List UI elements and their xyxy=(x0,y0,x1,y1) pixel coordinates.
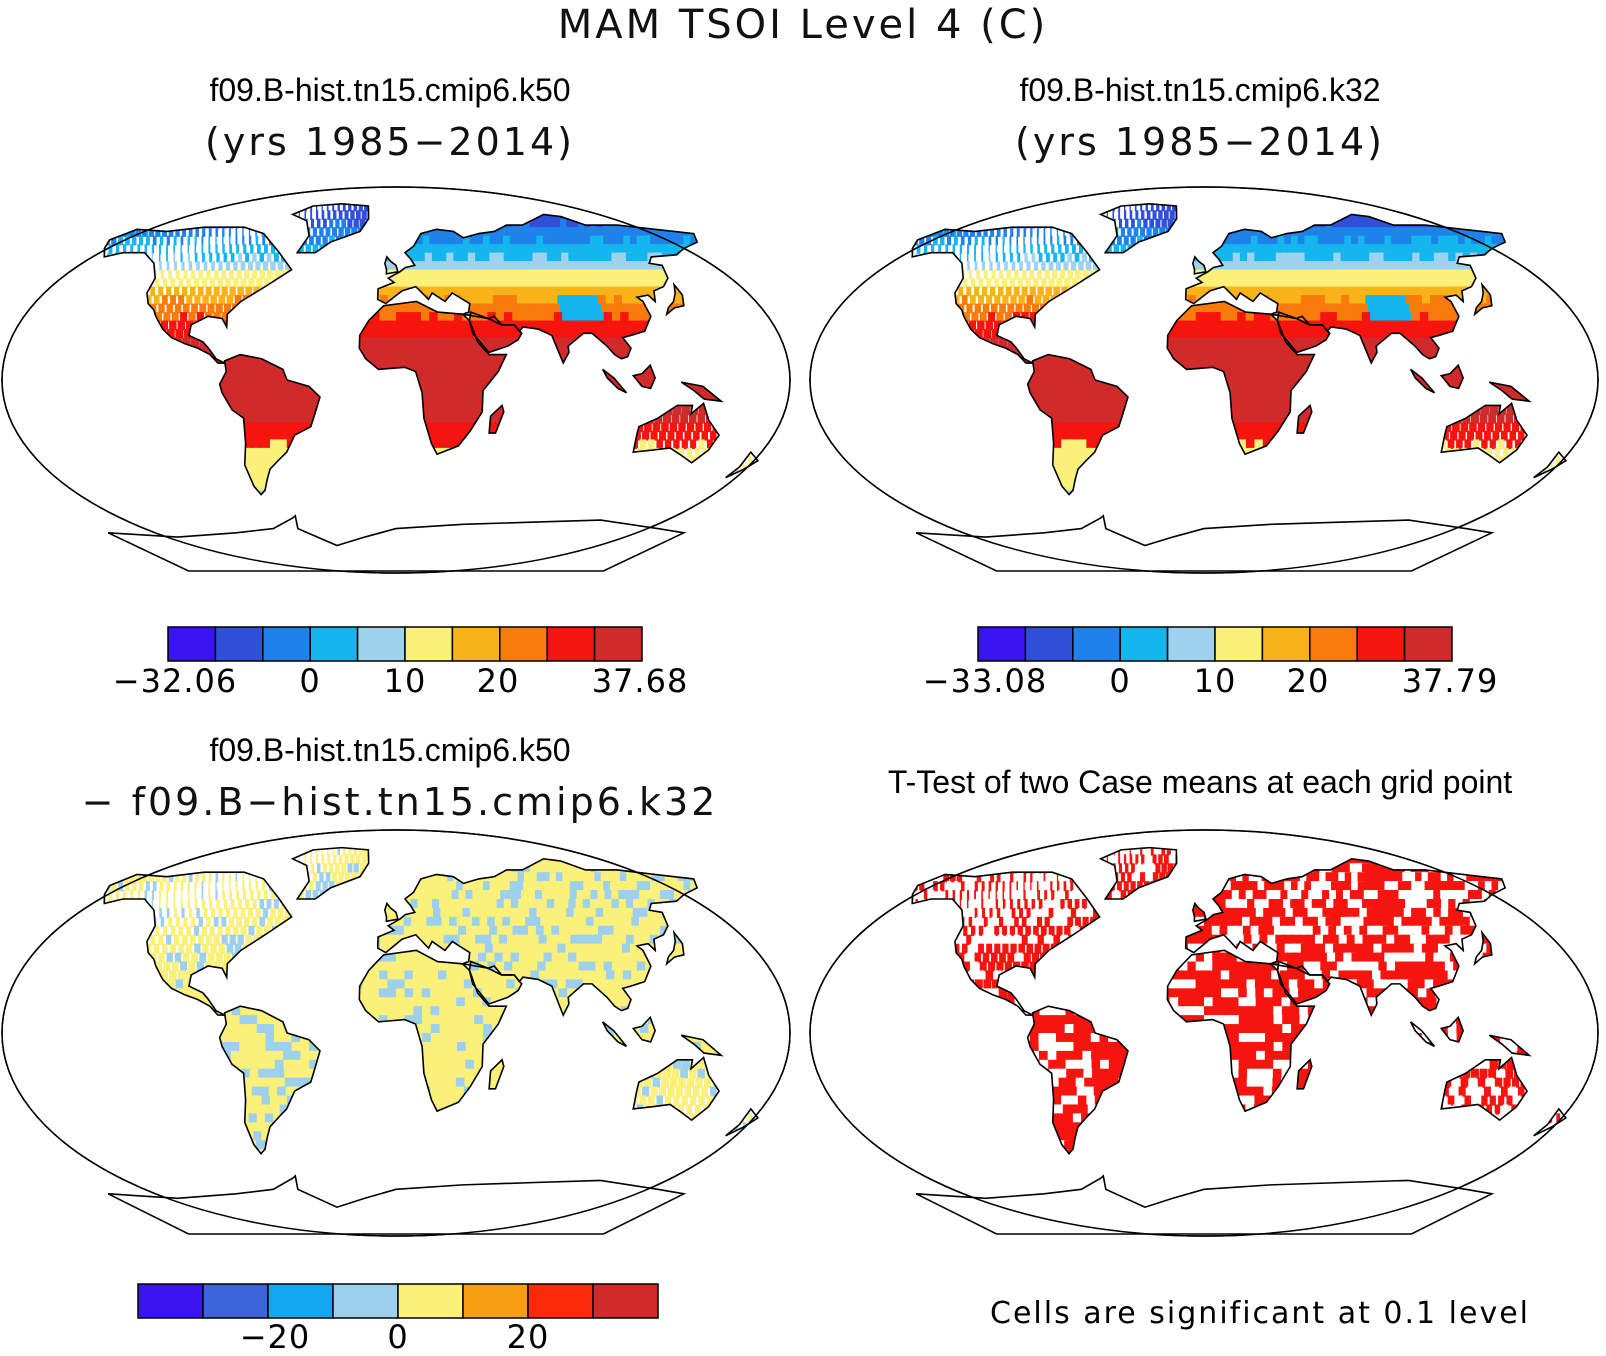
colorbar-swatch xyxy=(138,1284,203,1318)
cb3-label-neg20: −20 xyxy=(215,1318,335,1356)
colorbar-swatch xyxy=(978,627,1025,661)
colorbar-swatch xyxy=(1025,627,1072,661)
colorbar-swatch xyxy=(310,627,357,661)
colorbar-swatch xyxy=(547,627,594,661)
colorbar-swatch xyxy=(595,627,642,661)
colorbar-swatch xyxy=(1262,627,1309,661)
colorbar-swatch xyxy=(1168,627,1215,661)
colorbar-swatch xyxy=(405,627,452,661)
colorbar-swatch xyxy=(1310,627,1357,661)
cb2-label-20: 20 xyxy=(1268,662,1348,700)
panel3-title: f09.B-hist.tn15.cmip6.k50 xyxy=(90,732,690,769)
colorbar-swatch xyxy=(1120,627,1167,661)
cb2-label-0: 0 xyxy=(1080,662,1160,700)
cb3-label-0: 0 xyxy=(358,1318,438,1356)
panel2-title: f09.B-hist.tn15.cmip6.k32 xyxy=(900,72,1500,109)
panel1-title: f09.B-hist.tn15.cmip6.k50 xyxy=(90,72,690,109)
map-panel-1 xyxy=(0,185,792,575)
colorbar-swatch xyxy=(203,1284,268,1318)
colorbar-swatch xyxy=(463,1284,528,1318)
colorbar-swatch xyxy=(1357,627,1404,661)
colorbar-swatch xyxy=(452,627,499,661)
colorbar-swatch xyxy=(358,627,405,661)
map-panel-4 xyxy=(808,828,1600,1238)
colorbar-swatch xyxy=(1405,627,1452,661)
figure-title: MAM TSOI Level 4 (C) xyxy=(0,2,1606,48)
panel2-subtitle: (yrs 1985−2014) xyxy=(900,120,1500,164)
panel1-subtitle: (yrs 1985−2014) xyxy=(90,120,690,164)
cb2-label-max: 37.79 xyxy=(1375,662,1525,700)
colorbar-panel-3 xyxy=(138,1284,658,1318)
cb2-label-min: −33.08 xyxy=(905,662,1065,700)
colorbar-swatch xyxy=(500,627,547,661)
colorbar-swatch xyxy=(215,627,262,661)
cb2-label-10: 10 xyxy=(1175,662,1255,700)
colorbar-panel-1 xyxy=(168,627,642,661)
significance-note: Cells are significant at 0.1 level xyxy=(990,1296,1590,1331)
cb1-label-20: 20 xyxy=(458,662,538,700)
colorbar-panel-2 xyxy=(978,627,1452,661)
colorbar-swatch xyxy=(1215,627,1262,661)
panel3-subtitle: − f09.B−hist.tn15.cmip6.k32 xyxy=(60,780,740,824)
colorbar-swatch xyxy=(263,627,310,661)
colorbar-swatch xyxy=(398,1284,463,1318)
cb1-label-min: −32.06 xyxy=(95,662,255,700)
colorbar-swatch xyxy=(268,1284,333,1318)
map-panel-2 xyxy=(808,185,1600,575)
colorbar-swatch xyxy=(1073,627,1120,661)
cb1-label-10: 10 xyxy=(365,662,445,700)
colorbar-swatch xyxy=(528,1284,593,1318)
panel4-title: T-Test of two Case means at each grid po… xyxy=(800,764,1600,801)
map-panel-3 xyxy=(0,828,792,1238)
cb1-label-max: 37.68 xyxy=(565,662,715,700)
colorbar-swatch xyxy=(168,627,215,661)
cb3-label-20: 20 xyxy=(488,1318,568,1356)
cb1-label-0: 0 xyxy=(270,662,350,700)
colorbar-swatch xyxy=(333,1284,398,1318)
colorbar-swatch xyxy=(593,1284,658,1318)
